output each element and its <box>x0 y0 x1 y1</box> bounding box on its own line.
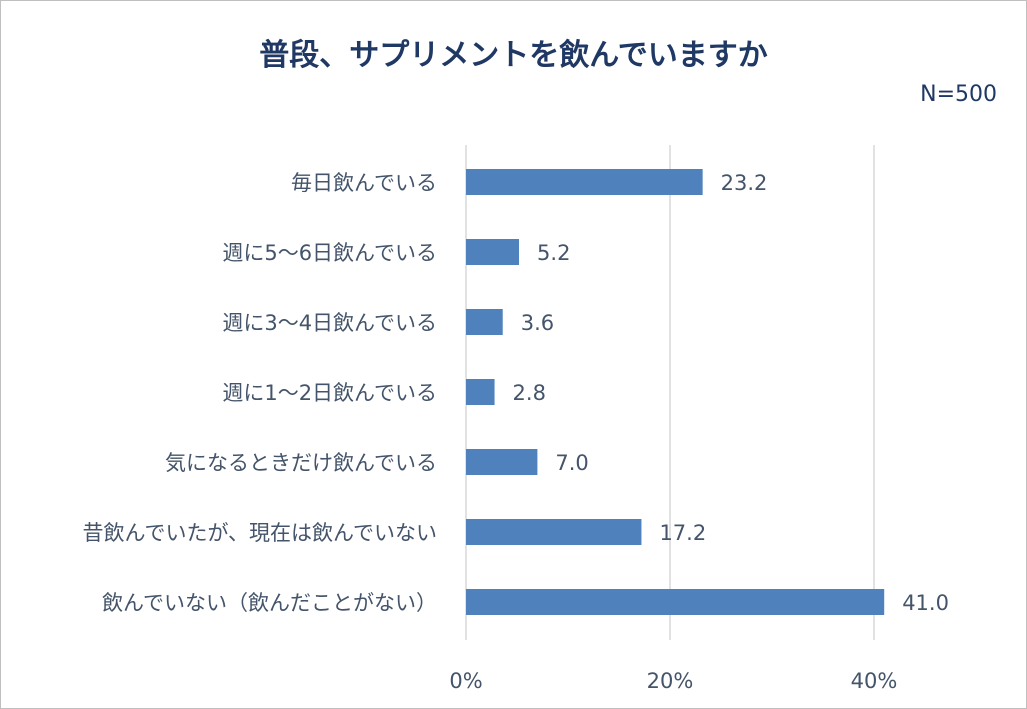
category-label: 週に5～6日飲んでいる <box>222 241 437 265</box>
category-label: 気になるときだけ飲んでいる <box>165 451 437 475</box>
category-label: 毎日飲んでいる <box>291 171 437 195</box>
data-label: 7.0 <box>555 451 588 475</box>
data-label: 17.2 <box>659 521 706 545</box>
bar <box>466 239 520 265</box>
x-tick-label: 40% <box>851 669 898 693</box>
bar <box>466 309 503 335</box>
category-label: 週に3～4日飲んでいる <box>222 311 437 335</box>
category-label: 飲んでいない（飲んだことがない） <box>102 591 437 615</box>
bar <box>466 449 538 475</box>
x-tick-label: 20% <box>647 669 694 693</box>
bar <box>466 589 885 615</box>
bar <box>466 519 642 545</box>
data-label: 2.8 <box>513 381 546 405</box>
sample-size-label: N=500 <box>920 82 997 107</box>
x-tick-label: 0% <box>449 669 482 693</box>
bar <box>466 379 495 405</box>
data-label: 23.2 <box>721 171 768 195</box>
data-label: 3.6 <box>521 311 554 335</box>
bar <box>466 169 703 195</box>
chart-title: 普段、サプリメントを飲んでいますか <box>259 38 768 73</box>
category-label: 週に1～2日飲んでいる <box>222 381 437 405</box>
data-label: 41.0 <box>902 591 949 615</box>
category-label: 昔飲んでいたが、現在は飲んでいない <box>83 521 437 545</box>
data-label: 5.2 <box>537 241 570 265</box>
